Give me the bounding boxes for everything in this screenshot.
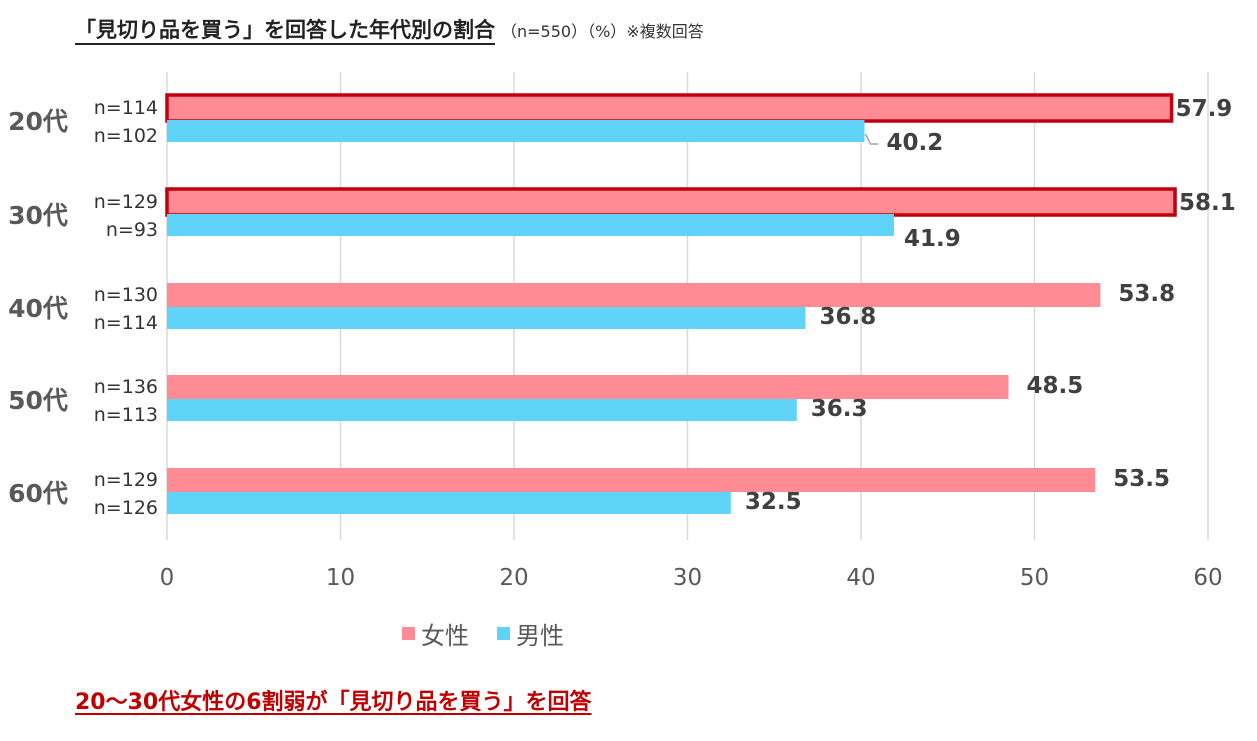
bar-male bbox=[167, 307, 806, 329]
bar-chart: 0 10 20 30 40 50 60 20代 n=114 n=102 57.9 40.2 30代 n=1… bbox=[8, 72, 1236, 650]
n-label-female: n=136 bbox=[94, 376, 158, 398]
category-label: 40代 bbox=[8, 294, 68, 323]
n-label-female: n=114 bbox=[94, 97, 158, 119]
conclusion-text: 20～30代女性の6割弱が「見切り品を買う」を回答 bbox=[75, 690, 592, 715]
chart-title-main: 「見切り品を買う」を回答した年代別の割合 bbox=[75, 18, 495, 45]
legend-swatch-male bbox=[497, 627, 510, 640]
data-label-male: 36.3 bbox=[811, 396, 868, 422]
n-label-female: n=130 bbox=[94, 284, 158, 306]
bar-male bbox=[167, 120, 865, 142]
chart-title-sub: （n=550）（%）※複数回答 bbox=[501, 22, 704, 41]
bar-female bbox=[167, 190, 1176, 214]
data-label-male: 36.8 bbox=[819, 304, 876, 330]
legend-label-male: 男性 bbox=[516, 622, 564, 650]
data-label-female: 53.8 bbox=[1118, 281, 1175, 307]
x-tick-label: 50 bbox=[1020, 565, 1049, 591]
bar-female bbox=[167, 96, 1172, 120]
bar-female bbox=[167, 468, 1096, 492]
n-label-male: n=93 bbox=[106, 219, 158, 241]
data-label-female: 58.1 bbox=[1179, 190, 1236, 216]
n-label-male: n=126 bbox=[94, 497, 158, 519]
x-tick-label: 20 bbox=[499, 565, 528, 591]
n-label-male: n=114 bbox=[94, 312, 158, 334]
category-label: 30代 bbox=[8, 201, 68, 230]
bar-male bbox=[167, 492, 731, 514]
chart-title: 「見切り品を買う」を回答した年代別の割合 （n=550）（%）※複数回答 bbox=[75, 14, 704, 45]
data-label-female: 48.5 bbox=[1026, 373, 1083, 399]
x-tick-label: 30 bbox=[673, 565, 702, 591]
category-label: 20代 bbox=[8, 107, 68, 136]
x-tick-label: 10 bbox=[326, 565, 355, 591]
bar-male bbox=[167, 214, 894, 236]
data-label-male: 41.9 bbox=[904, 226, 961, 252]
category-label: 50代 bbox=[8, 386, 68, 415]
x-tick-label: 60 bbox=[1193, 565, 1222, 591]
data-label-female: 57.9 bbox=[1176, 96, 1233, 122]
legend-label-female: 女性 bbox=[421, 622, 469, 650]
bar-male bbox=[167, 399, 797, 421]
n-label-male: n=102 bbox=[94, 125, 158, 147]
data-label-male: 32.5 bbox=[745, 489, 802, 515]
x-tick-label: 40 bbox=[846, 565, 875, 591]
n-label-female: n=129 bbox=[94, 191, 158, 213]
category-label: 60代 bbox=[8, 479, 68, 508]
legend-swatch-female bbox=[402, 627, 415, 640]
bar-female bbox=[167, 283, 1101, 307]
data-label-male: 40.2 bbox=[886, 130, 943, 156]
data-label-leader bbox=[864, 133, 879, 145]
x-tick-label: 0 bbox=[160, 565, 175, 591]
n-label-female: n=129 bbox=[94, 469, 158, 491]
n-label-male: n=113 bbox=[94, 404, 158, 426]
data-label-female: 53.5 bbox=[1113, 466, 1170, 492]
bar-female bbox=[167, 375, 1009, 399]
